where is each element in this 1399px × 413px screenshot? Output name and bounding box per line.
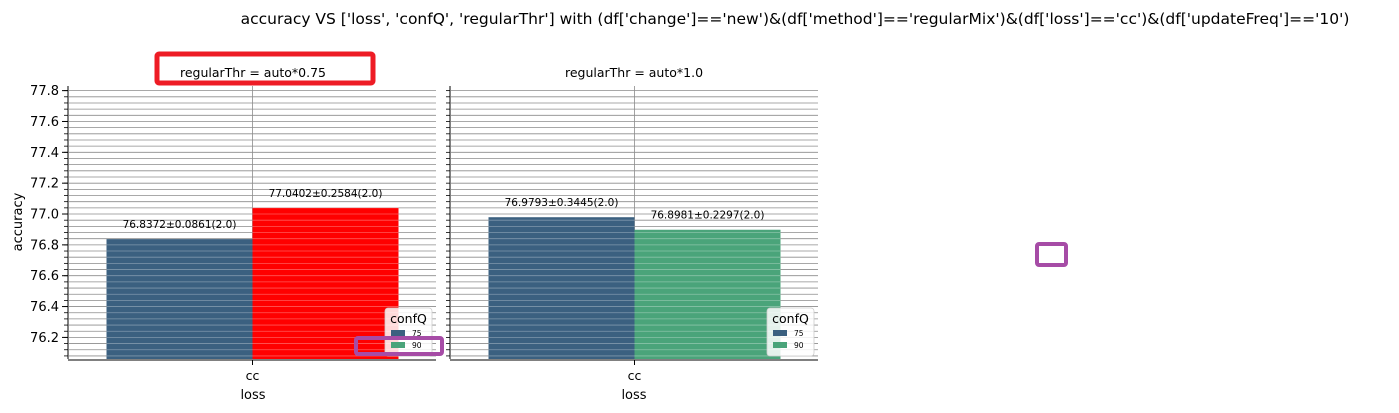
legend-swatch-90 [773, 342, 787, 348]
plot-area: 76.8372±0.0861(2.0) 77.0402±0.2584(2.0) 76… [30, 84, 436, 383]
legend-label-75: 75 [794, 329, 804, 338]
y-tick-label: 77.4 [30, 146, 59, 161]
y-tick-label: 77.8 [30, 84, 59, 99]
panel-regularthr-1-0: 76.9793±0.3445(2.0) 76.8981±0.2297(2.0) cc… [446, 65, 818, 403]
bar-confq-90 [634, 229, 781, 359]
y-tick-label: 76.8 [30, 238, 59, 253]
marker-box-empty-area [1035, 242, 1068, 267]
bar-confq-75 [106, 239, 253, 359]
bar-confq-90 [252, 207, 399, 359]
panel-title: regularThr = auto*1.0 [565, 65, 703, 80]
legend-title: confQ [390, 311, 427, 326]
legend-label-90: 90 [794, 341, 804, 350]
x-axis-label: loss [240, 388, 265, 403]
x-axis-label: loss [621, 388, 646, 403]
legend-label-75: 75 [412, 329, 422, 338]
x-tick-label: cc [628, 368, 642, 383]
bar-confq-75 [488, 217, 635, 359]
y-tick-label: 76.2 [30, 331, 59, 346]
y-tick-label: 77.6 [30, 115, 59, 130]
marker-box-legend [354, 336, 444, 356]
panel-title: regularThr = auto*0.75 [180, 65, 326, 80]
y-axis-label: accuracy [11, 192, 26, 251]
x-tick-label: cc [246, 368, 260, 383]
plot-area: 76.9793±0.3445(2.0) 76.8981±0.2297(2.0) cc… [446, 86, 818, 383]
legend-swatch-75 [391, 330, 405, 336]
data-label: 77.0402±0.2584(2.0) [269, 188, 383, 200]
y-tick-label: 76.6 [30, 269, 59, 284]
y-tick-label: 76.4 [30, 300, 59, 315]
y-tick-label: 77.0 [30, 208, 59, 223]
legend-label-90: 90 [412, 341, 422, 350]
y-tick-label: 77.2 [30, 177, 59, 192]
panel-regularthr-0-75: 76.8372±0.0861(2.0) 77.0402±0.2584(2.0) 76… [11, 65, 436, 403]
figure-title: accuracy VS ['loss', 'confQ', 'regularTh… [241, 10, 1350, 28]
legend-swatch-75 [773, 330, 787, 336]
highlight-box-panel-title [154, 51, 376, 86]
legend-swatch-90 [391, 342, 405, 348]
data-label: 76.8981±0.2297(2.0) [651, 210, 765, 222]
data-label: 76.8372±0.0861(2.0) [123, 219, 237, 231]
data-label: 76.9793±0.3445(2.0) [505, 197, 619, 209]
legend-title: confQ [772, 311, 809, 326]
